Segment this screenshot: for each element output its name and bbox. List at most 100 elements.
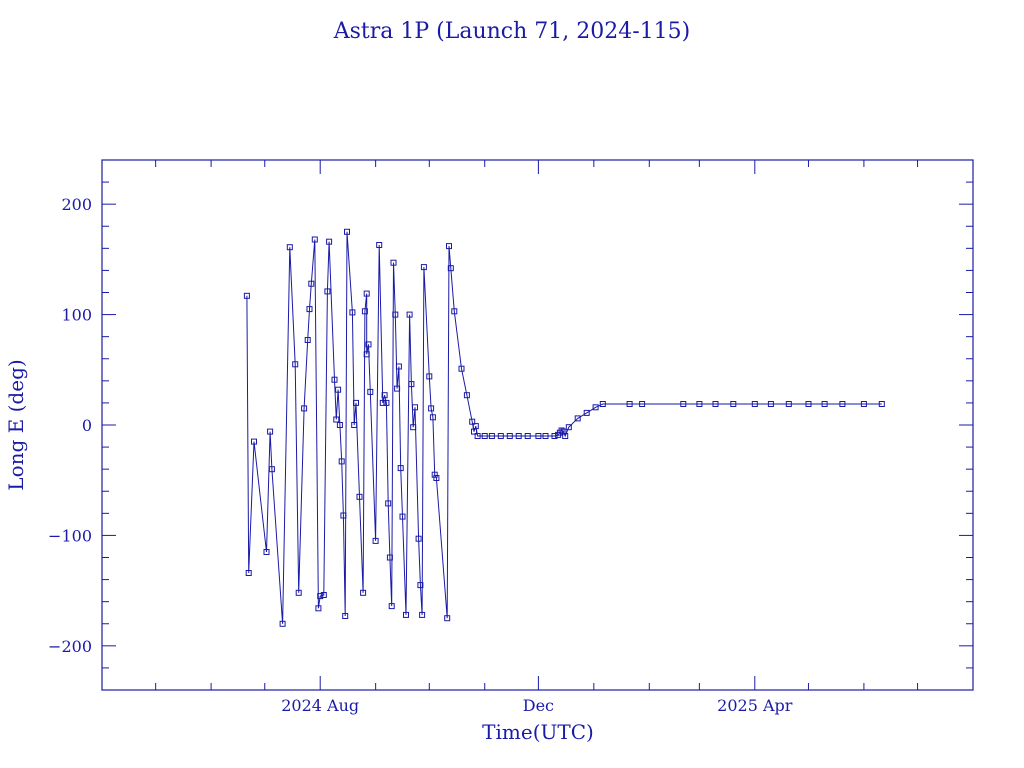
data-point-marker bbox=[379, 399, 386, 406]
data-point-marker bbox=[381, 392, 388, 399]
data-point-marker bbox=[785, 401, 792, 407]
data-point-marker bbox=[338, 458, 345, 465]
data-point-marker bbox=[267, 428, 274, 435]
data-point-marker bbox=[583, 409, 590, 416]
data-point-marker bbox=[308, 280, 315, 287]
data-point-marker bbox=[535, 433, 542, 439]
data-point-marker bbox=[639, 401, 646, 407]
series-line bbox=[246, 231, 882, 624]
data-point-marker bbox=[324, 288, 331, 295]
data-point-marker bbox=[295, 589, 302, 596]
data-point-marker bbox=[415, 535, 422, 542]
data-point-marker bbox=[730, 401, 737, 407]
data-point-marker bbox=[372, 537, 379, 544]
data-point-marker bbox=[592, 404, 599, 411]
data-point-marker bbox=[428, 405, 435, 412]
data-point-marker bbox=[680, 401, 687, 407]
data-point-marker bbox=[386, 554, 393, 561]
data-point-marker bbox=[395, 363, 402, 370]
data-point-marker bbox=[408, 381, 415, 388]
data-point-marker bbox=[426, 373, 433, 380]
data-point-marker bbox=[361, 308, 368, 315]
data-point-marker bbox=[279, 620, 286, 627]
data-point-marker bbox=[320, 592, 327, 598]
data-point-marker bbox=[388, 603, 395, 610]
data-point-marker bbox=[406, 311, 413, 318]
data-point-marker bbox=[551, 433, 558, 439]
x-tick-label: Dec bbox=[523, 696, 554, 715]
y-tick-label: −100 bbox=[48, 526, 92, 545]
data-point-marker bbox=[574, 415, 581, 422]
data-point-marker bbox=[821, 401, 828, 407]
y-axis-label: Long E (deg) bbox=[4, 359, 28, 490]
data-point-marker bbox=[419, 611, 426, 618]
data-point-marker bbox=[333, 416, 340, 423]
data-point-marker bbox=[524, 433, 531, 439]
data-point-marker bbox=[446, 243, 452, 250]
data-point-marker bbox=[243, 292, 250, 299]
data-point-marker bbox=[317, 593, 324, 600]
data-point-marker bbox=[712, 401, 719, 407]
data-point-marker bbox=[469, 418, 476, 425]
data-point-marker bbox=[433, 475, 440, 481]
data-point-marker bbox=[301, 405, 308, 412]
y-tick-label: 200 bbox=[61, 195, 92, 214]
data-point-marker bbox=[420, 264, 427, 271]
y-tick-label: 0 bbox=[82, 416, 92, 435]
data-point-marker bbox=[447, 265, 454, 272]
data-point-marker bbox=[560, 428, 567, 435]
data-point-marker bbox=[311, 236, 318, 243]
data-point-marker bbox=[474, 433, 481, 439]
data-point-marker bbox=[397, 465, 404, 472]
data-point-marker bbox=[458, 365, 465, 372]
data-point-marker bbox=[463, 392, 470, 399]
data-point-marker bbox=[360, 589, 367, 596]
data-point-marker bbox=[367, 388, 374, 395]
data-point-marker bbox=[392, 311, 399, 318]
data-point-marker bbox=[860, 401, 867, 407]
data-point-marker bbox=[365, 341, 372, 348]
data-point-marker bbox=[444, 615, 451, 622]
data-point-marker bbox=[472, 423, 479, 430]
data-point-marker bbox=[292, 361, 299, 368]
data-point-marker bbox=[268, 466, 275, 473]
data-point-marker bbox=[340, 512, 347, 519]
data-point-marker bbox=[390, 259, 397, 266]
plot-frame bbox=[101, 159, 974, 691]
data-point-marker bbox=[839, 401, 846, 407]
data-point-marker bbox=[356, 493, 363, 500]
data-point-marker bbox=[286, 244, 293, 251]
chart-title: Astra 1P (Launch 71, 2024-115) bbox=[333, 19, 691, 44]
data-point-marker bbox=[626, 401, 633, 407]
data-point-marker bbox=[336, 422, 343, 428]
data-point-marker bbox=[304, 337, 311, 343]
data-point-marker bbox=[263, 549, 270, 555]
data-point-marker bbox=[351, 422, 358, 428]
data-point-marker bbox=[383, 399, 390, 406]
x-tick-label: 2025 Apr bbox=[717, 696, 793, 715]
data-point-marker bbox=[558, 427, 565, 434]
data-point-marker bbox=[349, 309, 356, 316]
data-point-marker bbox=[403, 611, 409, 618]
y-tick-label: 100 bbox=[61, 306, 92, 325]
data-point-marker bbox=[412, 404, 418, 411]
data-point-marker bbox=[245, 570, 252, 576]
data-point-marker bbox=[394, 385, 401, 392]
data-point-marker bbox=[805, 401, 812, 407]
data-point-marker bbox=[506, 433, 513, 439]
data-point-marker bbox=[542, 433, 549, 439]
data-point-marker bbox=[326, 238, 333, 245]
data-point-marker bbox=[431, 471, 438, 478]
data-point-marker bbox=[565, 424, 572, 431]
x-axis-label: Time(UTC) bbox=[482, 720, 594, 744]
tick-marks bbox=[101, 159, 974, 691]
y-tick-label: −200 bbox=[48, 637, 92, 656]
data-point-marker bbox=[399, 513, 406, 520]
data-point-marker bbox=[306, 306, 313, 313]
data-point-marker bbox=[335, 386, 342, 393]
data-point-marker bbox=[696, 401, 703, 407]
data-point-marker bbox=[410, 424, 417, 431]
series-group bbox=[243, 228, 885, 627]
data-point-marker bbox=[353, 399, 359, 406]
